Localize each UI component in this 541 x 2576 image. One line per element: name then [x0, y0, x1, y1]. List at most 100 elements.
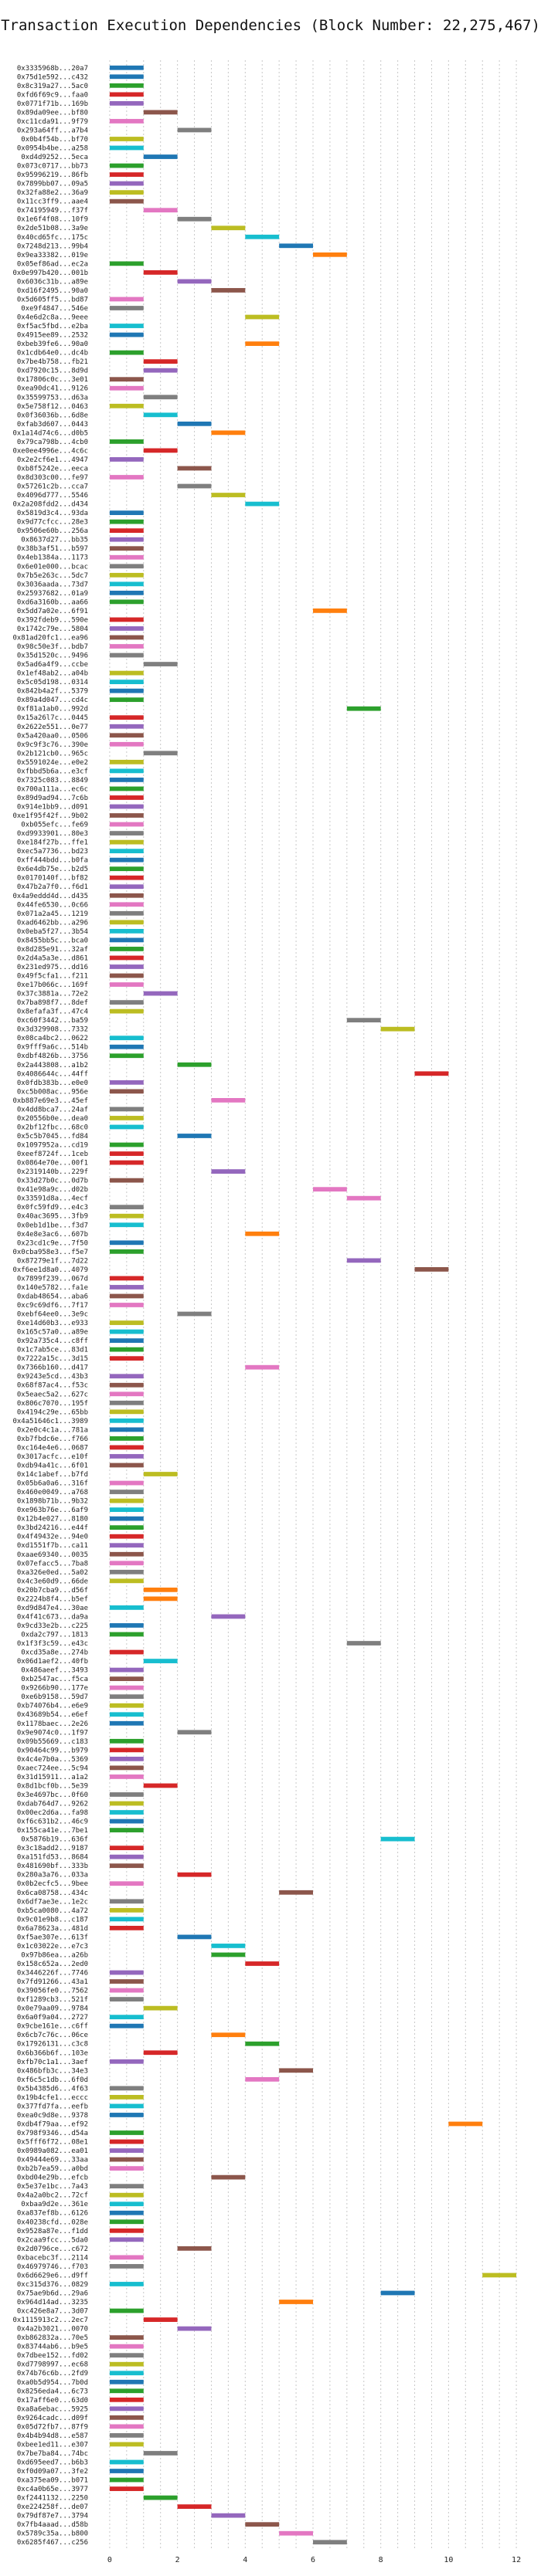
- y-tick-label: 0x2a443808...a1b2: [17, 1062, 88, 1069]
- transaction-bar: [109, 1240, 144, 1246]
- transaction-bar: [380, 1026, 415, 1032]
- transaction-bar: [109, 866, 144, 872]
- transaction-bar: [143, 395, 178, 400]
- y-tick-label: 0x87279e1f...7d22: [17, 1257, 88, 1265]
- transaction-bar: [177, 1872, 212, 1877]
- y-tick-label: 0x8256eda4...6c73: [17, 2388, 88, 2395]
- transaction-bar: [109, 119, 144, 124]
- y-tick-label: 0xbee1ed11...e307: [17, 2441, 88, 2449]
- transaction-bar: [109, 332, 144, 337]
- transaction-bar: [380, 2290, 415, 2296]
- transaction-bar: [109, 457, 144, 462]
- transaction-bar: [109, 849, 144, 854]
- transaction-bar: [109, 1205, 144, 1210]
- y-tick-label: 0x20556b0e...dea0: [17, 1115, 88, 1123]
- x-tick-label: 2: [175, 2556, 180, 2564]
- grid: [109, 60, 517, 2548]
- y-tick-label: 0x74b76c6b...2fd9: [17, 2370, 88, 2378]
- transaction-bar: [109, 955, 144, 961]
- y-tick-label: 0xa0b5d954...7b0d: [17, 2379, 88, 2387]
- y-tick-label: 0x165c57a0...a89e: [17, 1329, 88, 1337]
- y-tick-label: 0xb2547ac...f5ca: [21, 1676, 88, 1683]
- transaction-bar: [109, 626, 144, 631]
- transaction-bar: [109, 1694, 144, 1700]
- y-tick-label: 0xb862832a...70e5: [17, 2334, 88, 2342]
- x-tick-label: 8: [379, 2556, 383, 2564]
- transaction-bar: [109, 2264, 144, 2269]
- y-tick-label: 0xb2b7ea59...a0bd: [17, 2165, 88, 2173]
- y-tick-label: 0x700a111a...ec6c: [17, 785, 88, 793]
- y-tick-label: 0x68f87ac4...f53c: [17, 1382, 88, 1390]
- transaction-bar: [109, 1463, 144, 1468]
- transaction-bar: [109, 1623, 144, 1628]
- y-tick-label: 0x0eb1d1be...f3d7: [17, 1222, 88, 1229]
- y-tick-label: 0x0fc59fd9...e4c3: [17, 1204, 88, 1212]
- y-tick-label: 0x25937682...01a9: [17, 590, 88, 598]
- transaction-bar: [245, 341, 280, 346]
- transaction-bar: [109, 1792, 144, 1797]
- transaction-bar: [109, 1534, 144, 1539]
- y-tick-label: 0x0b4f54b...bf70: [21, 136, 88, 144]
- y-tick-label: 0x8efafa3f...47c4: [17, 1008, 88, 1016]
- y-tick-label: 0x1f3f3c59...e43c: [17, 1640, 88, 1648]
- transaction-bar: [109, 697, 144, 703]
- y-tick-label: 0x7325c083...8849: [17, 777, 88, 785]
- y-tick-label: 0x6a78623a...481d: [17, 1925, 88, 1933]
- y-tick-label: 0x9cd33e2b...c225: [17, 1622, 88, 1630]
- y-tick-label: 0xf2441132...2250: [17, 2495, 88, 2503]
- transaction-bar: [109, 884, 144, 890]
- y-tick-label: 0x486aeef...3493: [21, 1667, 88, 1675]
- y-tick-label: 0xbeb39fe6...90a0: [17, 341, 88, 348]
- y-tick-label: 0x280a3a76...033a: [17, 1872, 88, 1879]
- transaction-bar: [109, 2469, 144, 2473]
- y-tick-label: 0x460e0049...a768: [17, 1489, 88, 1496]
- transaction-bar: [143, 751, 178, 756]
- y-tick-label: 0x9e9074c0...1f97: [17, 1729, 88, 1737]
- y-tick-label: 0x8455bb5c...bca0: [17, 937, 88, 944]
- y-tick-label: 0xc9c69df6...7f17: [17, 1302, 88, 1310]
- y-tick-label: 0x073c0717...bb73: [17, 163, 88, 171]
- y-tick-label: 0xf5ac5fbd...e2ba: [17, 323, 88, 330]
- transaction-bar: [109, 145, 144, 151]
- transaction-bar: [109, 475, 144, 480]
- transaction-bar: [109, 831, 144, 836]
- transaction-bar: [109, 1000, 144, 1005]
- transaction-bar: [245, 2076, 280, 2082]
- transaction-bar: [143, 208, 178, 213]
- transaction-bar: [143, 2495, 178, 2500]
- transaction-bar: [109, 778, 144, 782]
- y-tick-label: 0x5e37e1bc...7a43: [17, 2183, 88, 2191]
- transaction-bar: [109, 1997, 144, 2001]
- y-tick-label: 0x1c7ab5ce...83d1: [17, 1347, 88, 1354]
- y-tick-label: 0x74195949...f37f: [17, 207, 88, 215]
- y-tick-label: 0x15a26l7c...0445: [17, 714, 88, 722]
- y-tick-label: 0xb887e69e3...45ef: [12, 1097, 88, 1105]
- transaction-bar: [109, 2353, 144, 2358]
- y-tick-label: 0xe9f4847...546e: [21, 305, 88, 313]
- y-tick-label: 0x7366b160...d417: [17, 1364, 88, 1372]
- y-tick-label: 0x2bf12fbc...68c0: [17, 1124, 88, 1131]
- transaction-bar: [109, 2059, 144, 2064]
- transaction-bar: [109, 403, 144, 408]
- transaction-bar: [109, 439, 144, 444]
- transaction-bar: [109, 1818, 144, 1824]
- y-tick-label: 0x05ef86ad...ec2a: [17, 260, 88, 268]
- y-tick-label: 0xdb4f79aa...ef92: [17, 2120, 88, 2128]
- transaction-bar: [109, 1507, 144, 1512]
- transaction-bar: [109, 1926, 144, 1930]
- y-tick-label: 0x5b4385d6...4f63: [17, 2085, 88, 2093]
- y-tick-label: 0xe224258f...de07: [17, 2503, 88, 2511]
- transaction-bar: [245, 2041, 280, 2046]
- y-tick-label: 0x33591d8a...4ecf: [17, 1195, 88, 1203]
- transaction-bar: [109, 1970, 144, 1975]
- transaction-bar: [143, 1783, 178, 1788]
- transaction-bar: [109, 2486, 144, 2491]
- y-tick-label: 0x4915ee89...2532: [17, 332, 88, 340]
- y-tick-label: 0xeef8724f...1ceb: [17, 1151, 88, 1158]
- transaction-bar: [109, 644, 144, 649]
- y-tick-label: 0x43689b54...e6ef: [17, 1711, 88, 1719]
- y-tick-label: 0x806c7070...195f: [17, 1400, 88, 1408]
- y-tick-label: 0x5ad6a4f9...ccbe: [17, 661, 88, 669]
